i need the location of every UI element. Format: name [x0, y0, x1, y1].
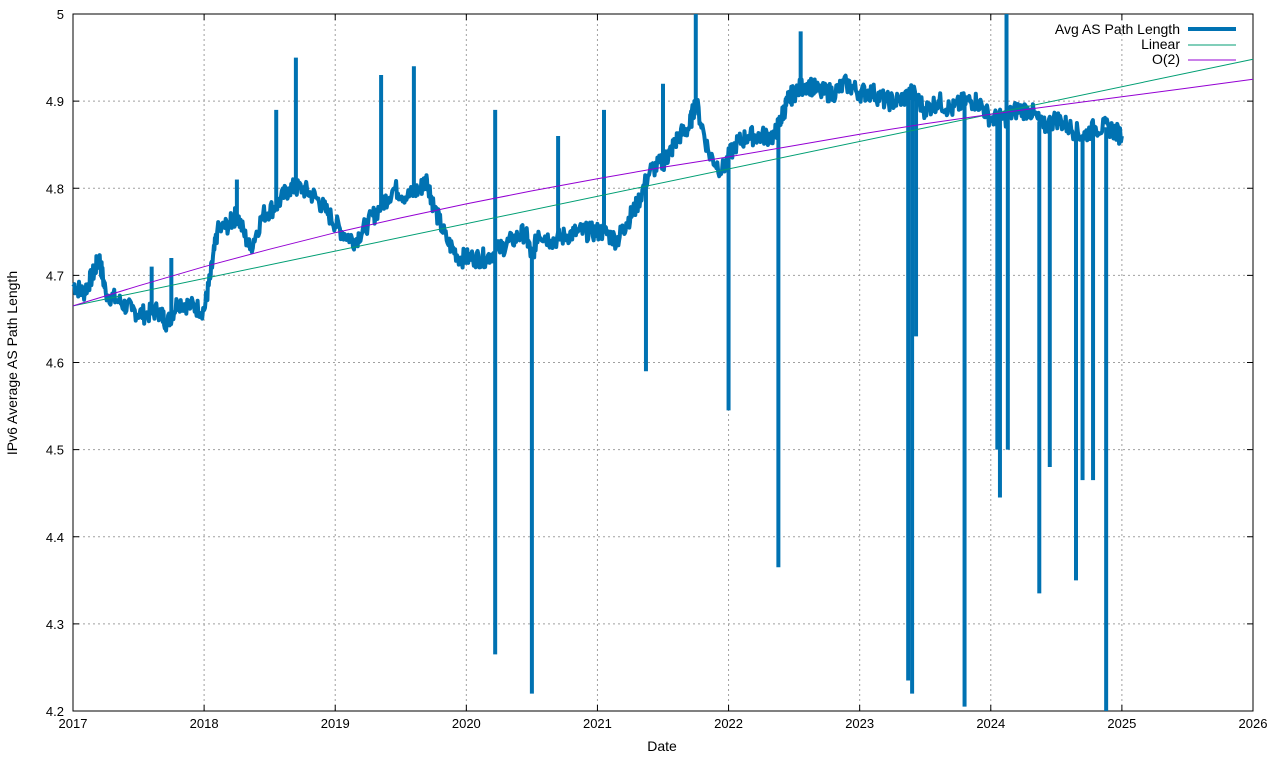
x-tick-label: 2025 — [1107, 716, 1136, 731]
x-axis-title: Date — [647, 738, 677, 754]
series — [71, 14, 1254, 711]
y-tick-label: 4.5 — [46, 443, 64, 458]
x-tick-label: 2022 — [714, 716, 743, 731]
series-line-o2 — [72, 78, 1254, 307]
x-tick-label: 2026 — [1239, 716, 1268, 731]
axis-ticks: 2017 2018 2019 2020 2021 2022 2023 2024 2025 2026… — [46, 7, 1268, 731]
legend: Avg AS Path Length Linear O(2) — [1055, 21, 1236, 67]
y-tick-label: 4.2 — [46, 704, 64, 719]
y-axis-title: IPv6 Average AS Path Length — [4, 271, 20, 455]
x-tick-label: 2021 — [583, 716, 612, 731]
y-tick-label: 5 — [57, 7, 64, 22]
y-tick-label: 4.4 — [46, 530, 64, 545]
x-tick-label: 2018 — [190, 716, 219, 731]
legend-label-quad: O(2) — [1152, 51, 1180, 67]
y-tick-label: 4.8 — [46, 181, 64, 196]
x-tick-label: 2017 — [59, 716, 88, 731]
legend-label-linear: Linear — [1141, 36, 1180, 52]
y-tick-label: 4.9 — [46, 94, 64, 109]
x-tick-label: 2020 — [452, 716, 481, 731]
x-tick-label: 2024 — [976, 716, 1005, 731]
y-tick-label: 4.6 — [46, 356, 64, 371]
legend-label-avg: Avg AS Path Length — [1055, 21, 1180, 37]
y-tick-label: 4.3 — [46, 617, 64, 632]
y-tick-label: 4.7 — [46, 268, 64, 283]
series-line-linear — [72, 58, 1254, 307]
x-tick-label: 2019 — [321, 716, 350, 731]
series-line-avg-as-path-length — [71, 73, 1124, 333]
x-tick-label: 2023 — [845, 716, 874, 731]
